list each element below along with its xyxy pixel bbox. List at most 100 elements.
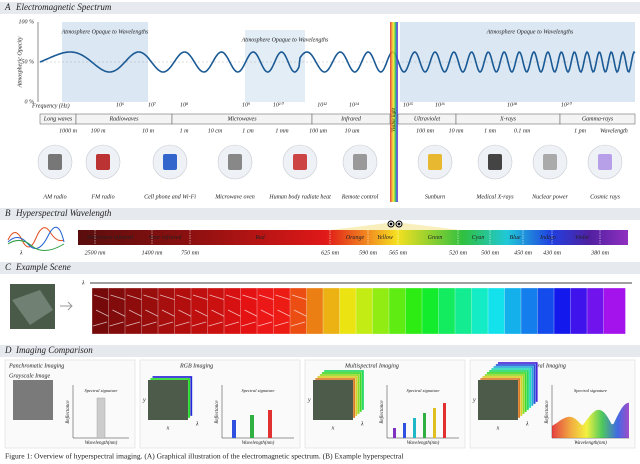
visible-band xyxy=(390,22,398,202)
example-icon xyxy=(293,154,307,170)
freq-tick-label: 10¹⁵ xyxy=(403,102,413,108)
freq-tick-label: 10⁹ xyxy=(242,102,250,108)
example-label: AM radio xyxy=(42,194,66,200)
plot-ylabel: Reflectance xyxy=(545,400,550,425)
wave-tick-label: 1 cm xyxy=(242,128,254,134)
annotation: Atmosphere Opaque to Wavelengths xyxy=(61,29,149,35)
axis-lambda: λ xyxy=(525,421,529,427)
bar xyxy=(413,418,416,438)
example-icon xyxy=(428,154,442,170)
example-icon xyxy=(228,154,242,170)
caption: Figure 1: Overview of hyperspectral imag… xyxy=(5,452,403,461)
bar xyxy=(268,410,272,438)
nm-label: 500 nm xyxy=(481,250,500,256)
example-label: Human body radiate heat xyxy=(268,194,331,200)
nm-label: 1400 nm xyxy=(142,249,164,256)
example-icon xyxy=(163,154,177,170)
image xyxy=(13,380,53,420)
nm-label: 565 nm xyxy=(389,250,408,256)
example-label: Cosmic rays xyxy=(590,194,620,200)
wave-tick-label: 10 cm xyxy=(208,128,223,134)
nm-label: 590 nm xyxy=(359,250,378,256)
axis-lambda: λ xyxy=(195,421,199,427)
bar xyxy=(393,428,396,438)
bar xyxy=(96,397,106,439)
example-label: Microwave oven xyxy=(214,194,255,200)
plot-title: Spectral signature xyxy=(85,388,118,393)
example-icon xyxy=(96,154,110,170)
example-label: Sunburn xyxy=(425,194,445,200)
band-label: Cyan xyxy=(472,235,485,241)
plot-title: Spectral signature xyxy=(574,388,607,393)
annotation: Atmosphere Opaque to Wavelengths xyxy=(486,29,574,35)
section-title: Hyperspectral Wavelength xyxy=(15,208,112,218)
visible-cone xyxy=(330,222,460,230)
band-label: Gamma-rays xyxy=(582,116,614,122)
section-letter: D xyxy=(4,345,12,355)
y-tick-label: 0 % xyxy=(25,99,35,105)
lambda: λ xyxy=(19,250,23,256)
band-label: Ultraviolet xyxy=(414,116,441,122)
example-icon xyxy=(488,154,502,170)
freq-tick-label: 10⁶ xyxy=(116,102,124,108)
panel-title: Panchromatic Imaging xyxy=(8,363,64,369)
axis-x: x xyxy=(331,425,335,431)
freq-tick-label: 10⁷ xyxy=(148,102,156,108)
plot-title: Spectral signature xyxy=(242,388,275,393)
band-label: Red xyxy=(254,235,265,241)
bar xyxy=(423,413,426,438)
header-bar xyxy=(0,262,640,274)
plot-xlabel: Wavelength(nm) xyxy=(574,441,607,446)
eye-icon xyxy=(389,222,393,226)
band-label: Radiowaves xyxy=(109,116,140,122)
wave-tick-label: 10 um xyxy=(345,128,361,134)
freq-tick-label: 10²⁰ xyxy=(561,101,573,108)
bar xyxy=(232,420,236,438)
plot-xlabel: Wavelength(nm) xyxy=(407,441,440,446)
example-icon xyxy=(48,154,62,170)
section-title: Imaging Comparison xyxy=(15,345,93,355)
spectrum-area xyxy=(552,402,629,438)
band-label: Indigo xyxy=(539,235,556,241)
section-letter: A xyxy=(4,2,11,12)
band-box xyxy=(559,113,636,125)
nm-label: 430 nm xyxy=(543,249,562,256)
bar xyxy=(250,415,254,438)
freq-tick-label: 10¹⁸ xyxy=(507,102,517,108)
example-label: Cell phone and Wi-Fi xyxy=(144,194,196,200)
freq-tick-label: 10¹⁴ xyxy=(349,102,359,108)
wave-tick-label: 1 m xyxy=(180,128,190,134)
section-letter: B xyxy=(5,208,11,218)
axis-y: y xyxy=(472,397,476,403)
opacity-curve xyxy=(39,50,636,74)
wave-tick-label: 100 um xyxy=(309,128,328,134)
nm-label: 2500 nm xyxy=(85,250,107,256)
plot-ylabel: Reflectance xyxy=(380,400,385,425)
band-label: Infrared xyxy=(340,115,362,122)
band-stack xyxy=(91,287,626,335)
bar xyxy=(443,403,446,438)
wave-tick-label: 1 mm xyxy=(275,128,289,134)
nm-label: 450 nm xyxy=(514,249,533,256)
freq-tick-label: 10¹² xyxy=(317,102,327,108)
axis-lambda: λ xyxy=(360,421,364,427)
section-title: Electromagnetic Spectrum xyxy=(15,2,112,12)
example-label: FM radio xyxy=(90,194,114,200)
example-icon xyxy=(543,154,557,170)
plot-title: Spectral signature xyxy=(407,388,440,393)
wave-tick-label: 100 nm xyxy=(416,128,435,134)
wave-tick-label: 10 nm xyxy=(449,128,465,134)
nm-label: 520 nm xyxy=(449,250,468,256)
band-label: Microwaves xyxy=(226,116,257,122)
band-box xyxy=(311,113,391,125)
visible-label: Visible light xyxy=(392,107,397,132)
plot-xlabel: Wavelength(nm) xyxy=(242,441,275,446)
freq-tick-label: 10⁸ xyxy=(180,102,188,108)
opaque-region xyxy=(245,30,305,102)
section-letter: C xyxy=(5,262,12,272)
band-label: Blue xyxy=(510,235,521,241)
image xyxy=(478,380,518,420)
axis-y: y xyxy=(142,397,146,403)
spectrum-icon xyxy=(7,226,65,249)
wavelength-bar xyxy=(78,230,628,245)
